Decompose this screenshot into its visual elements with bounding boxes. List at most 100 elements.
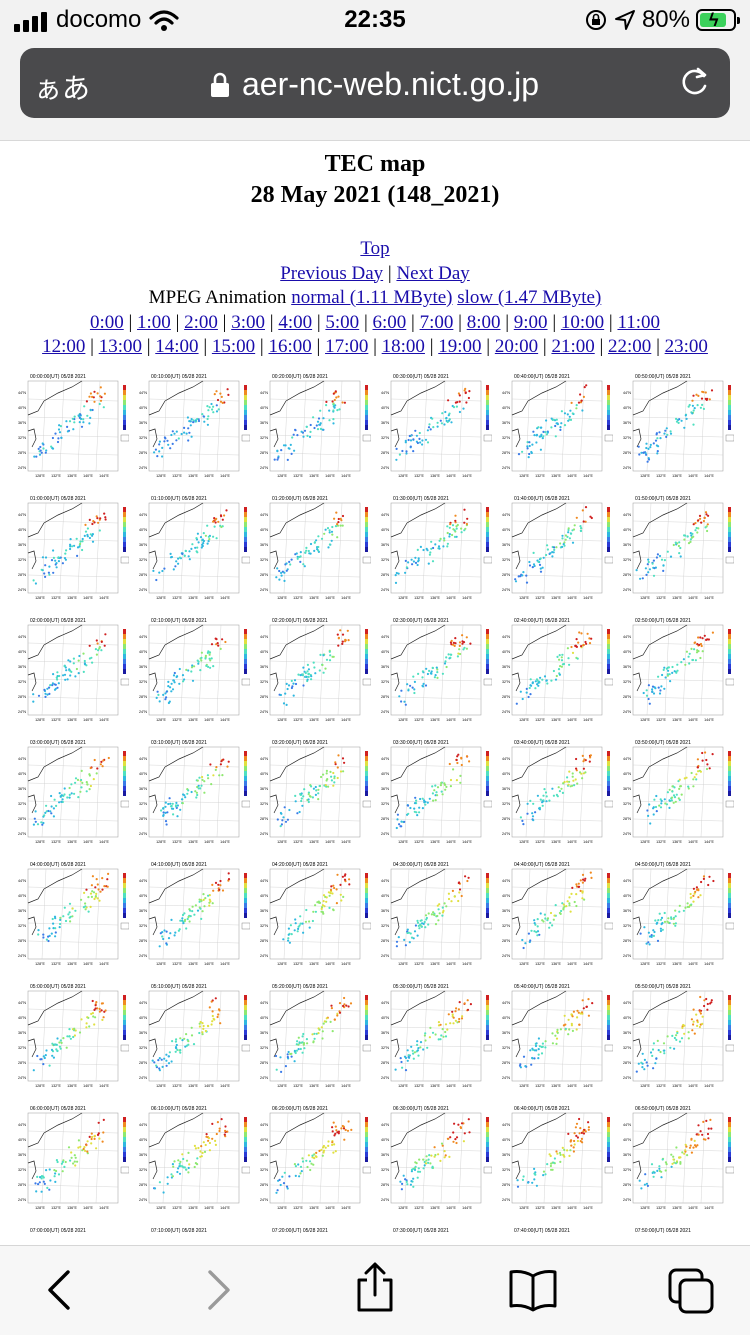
- tec-map-thumbnail[interactable]: 01:10:00(UT) 05/28 2021 44°N 40°N 36°N 32°N 2…: [131, 495, 252, 617]
- top-link[interactable]: Top: [360, 238, 390, 259]
- hour-link[interactable]: 19:00: [438, 336, 482, 357]
- svg-text:144°E: 144°E: [99, 718, 109, 722]
- tec-map-thumbnail[interactable]: 05:10:00(UT) 05/28 2021 44°N 40°N 36°N 32°N 2…: [131, 983, 252, 1105]
- tec-map-thumbnail[interactable]: 03:30:00(UT) 05/28 2021 44°N 40°N 36°N 32°N 2…: [373, 739, 494, 861]
- map-timestamp: 03:40:00(UT) 05/28 2021: [514, 740, 570, 746]
- tec-map-thumbnail[interactable]: 05:40:00(UT) 05/28 2021 44°N 40°N 36°N 32°N 2…: [494, 983, 615, 1105]
- hour-link[interactable]: 13:00: [98, 336, 142, 357]
- hour-link[interactable]: 15:00: [211, 336, 256, 357]
- hour-link[interactable]: 4:00: [278, 311, 313, 333]
- tec-map-thumbnail[interactable]: 03:00:00(UT) 05/28 2021 44°N 40°N 36°N 32°N 2…: [10, 739, 131, 861]
- tec-map-thumbnail[interactable]: 03:20:00(UT) 05/28 2021 44°N 40°N 36°N 32°N 2…: [252, 739, 373, 861]
- map-timestamp: 05:10:00(UT) 05/28 2021: [151, 984, 207, 990]
- tec-map-thumbnail[interactable]: 06:00:00(UT) 05/28 2021 44°N 40°N 36°N 32°N 2…: [10, 1105, 131, 1227]
- separator: |: [265, 311, 279, 333]
- url-text[interactable]: aer-nc-web.nict.go.jp: [242, 66, 540, 102]
- tec-map-thumbnail[interactable]: 02:10:00(UT) 05/28 2021 44°N 40°N 36°N 32°N 2…: [131, 617, 252, 739]
- tec-map-thumbnail[interactable]: 06:20:00(UT) 05/28 2021 44°N 40°N 36°N 32°N 2…: [252, 1105, 373, 1227]
- svg-text:128°E: 128°E: [277, 962, 287, 966]
- tec-map-thumbnail[interactable]: 06:10:00(UT) 05/28 2021 44°N 40°N 36°N 32°N 2…: [131, 1105, 252, 1227]
- hour-link[interactable]: 9:00: [513, 311, 548, 333]
- hour-link[interactable]: 1:00: [137, 311, 171, 333]
- tec-map-thumbnail[interactable]: 04:10:00(UT) 05/28 2021 44°N 40°N 36°N 32°N 2…: [131, 861, 252, 983]
- tec-map-thumbnail[interactable]: 05:20:00(UT) 05/28 2021 44°N 40°N 36°N 32°N 2…: [252, 983, 373, 1105]
- tec-map-thumbnail[interactable]: 00:00:00(UT) 05/28 2021 44°N 40°N 36°N 32°N 2…: [10, 373, 131, 495]
- address-bar[interactable]: ぁあ aer-nc-web.nict.go.jp: [20, 48, 730, 118]
- tec-map-thumbnail[interactable]: 02:50:00(UT) 05/28 2021 44°N 40°N 36°N 32°N 2…: [615, 617, 736, 739]
- tabs-icon[interactable]: [666, 1266, 716, 1316]
- tec-map-thumbnail[interactable]: 04:20:00(UT) 05/28 2021 44°N 40°N 36°N 32°N 2…: [252, 861, 373, 983]
- svg-text:136°E: 136°E: [67, 1206, 77, 1210]
- tec-map-thumbnail[interactable]: 02:20:00(UT) 05/28 2021 44°N 40°N 36°N 32°N 2…: [252, 617, 373, 739]
- tec-map-thumbnail[interactable]: 04:50:00(UT) 05/28 2021 44°N 40°N 36°N 32°N 2…: [615, 861, 736, 983]
- tec-map-thumbnail[interactable]: 00:10:00(UT) 05/28 2021 44°N 40°N 36°N 32°N 2…: [131, 373, 252, 495]
- hour-link[interactable]: 8:00: [466, 311, 501, 333]
- tec-map-thumbnail[interactable]: 04:30:00(UT) 05/28 2021 44°N 40°N 36°N 32°N 2…: [373, 861, 494, 983]
- tec-map-thumbnail[interactable]: 05:50:00(UT) 05/28 2021 44°N 40°N 36°N 32°N 2…: [615, 983, 736, 1105]
- tec-map-thumbnail[interactable]: 00:30:00(UT) 05/28 2021 44°N 40°N 36°N 32°N 2…: [373, 373, 494, 495]
- tec-map-thumbnail[interactable]: 07:00:00(UT) 05/28 2021: [10, 1227, 131, 1245]
- tec-map-thumbnail[interactable]: 06:50:00(UT) 05/28 2021 44°N 40°N 36°N 32°N 2…: [615, 1105, 736, 1227]
- map-timestamp: 03:00:00(UT) 05/28 2021: [30, 740, 86, 746]
- mpeg-slow-link[interactable]: slow (1.47 MByte): [457, 287, 602, 308]
- text-size-button[interactable]: ぁあ: [34, 73, 91, 104]
- tec-map-thumbnail[interactable]: 00:40:00(UT) 05/28 2021 44°N 40°N 36°N 32°N 2…: [494, 373, 615, 495]
- tec-map-thumbnail[interactable]: 00:50:00(UT) 05/28 2021 44°N 40°N 36°N 32°N 2…: [615, 373, 736, 495]
- forward-icon[interactable]: [198, 1266, 238, 1314]
- svg-text:144°E: 144°E: [220, 1206, 230, 1210]
- tec-map-thumbnail[interactable]: 02:00:00(UT) 05/28 2021 44°N 40°N 36°N 32°N 2…: [10, 617, 131, 739]
- tec-map-thumbnail[interactable]: 01:30:00(UT) 05/28 2021 44°N 40°N 36°N 32°N 2…: [373, 495, 494, 617]
- hour-link[interactable]: 14:00: [155, 336, 199, 357]
- back-icon[interactable]: [40, 1266, 80, 1314]
- tec-map-thumbnail[interactable]: 01:00:00(UT) 05/28 2021 44°N 40°N 36°N 32°N 2…: [10, 495, 131, 617]
- tec-map-thumbnail[interactable]: 03:40:00(UT) 05/28 2021 44°N 40°N 36°N 32°N 2…: [494, 739, 615, 861]
- hour-link[interactable]: 3:00: [231, 311, 265, 333]
- tec-map-thumbnail[interactable]: 01:50:00(UT) 05/28 2021 44°N 40°N 36°N 32°N 2…: [615, 495, 736, 617]
- hour-link[interactable]: 22:00: [608, 336, 652, 357]
- tec-map-thumbnail[interactable]: 07:10:00(UT) 05/28 2021: [131, 1227, 252, 1245]
- mpeg-normal-link[interactable]: normal (1.11 MByte): [291, 287, 453, 308]
- tec-map-thumbnail[interactable]: 04:00:00(UT) 05/28 2021 44°N 40°N 36°N 32°N 2…: [10, 861, 131, 983]
- svg-text:28°N: 28°N: [18, 939, 26, 943]
- tec-map-thumbnail[interactable]: 05:00:00(UT) 05/28 2021 44°N 40°N 36°N 32°N 2…: [10, 983, 131, 1105]
- share-icon[interactable]: [353, 1262, 397, 1314]
- tec-map-thumbnail[interactable]: 03:10:00(UT) 05/28 2021 44°N 40°N 36°N 32°N 2…: [131, 739, 252, 861]
- tec-map-thumbnail[interactable]: 07:50:00(UT) 05/28 2021: [615, 1227, 736, 1245]
- previous-day-link[interactable]: Previous Day: [280, 262, 384, 284]
- tec-map-thumbnail[interactable]: 00:20:00(UT) 05/28 2021 44°N 40°N 36°N 32°N 2…: [252, 373, 373, 495]
- tec-map-thumbnail[interactable]: 07:40:00(UT) 05/28 2021: [494, 1227, 615, 1245]
- tec-map-thumbnail[interactable]: 03:50:00(UT) 05/28 2021 44°N 40°N 36°N 32°N 2…: [615, 739, 736, 861]
- svg-text:132°E: 132°E: [656, 840, 666, 844]
- tec-map-thumbnail[interactable]: 04:40:00(UT) 05/28 2021 44°N 40°N 36°N 32°N 2…: [494, 861, 615, 983]
- hour-link[interactable]: 20:00: [494, 336, 539, 357]
- tec-map-thumbnail[interactable]: 07:30:00(UT) 05/28 2021: [373, 1227, 494, 1245]
- next-day-link[interactable]: Next Day: [396, 262, 470, 284]
- tec-map-thumbnail[interactable]: 01:40:00(UT) 05/28 2021 44°N 40°N 36°N 32°N 2…: [494, 495, 615, 617]
- tec-map-thumbnail[interactable]: 06:40:00(UT) 05/28 2021 44°N 40°N 36°N 32°N 2…: [494, 1105, 615, 1227]
- hour-link[interactable]: 17:00: [325, 336, 369, 357]
- svg-text:128°E: 128°E: [35, 1084, 45, 1088]
- hour-link[interactable]: 18:00: [381, 336, 425, 357]
- hour-link[interactable]: 21:00: [551, 336, 595, 357]
- svg-text:144°E: 144°E: [462, 840, 472, 844]
- tec-map-thumbnail[interactable]: 02:40:00(UT) 05/28 2021 44°N 40°N 36°N 32°N 2…: [494, 617, 615, 739]
- tec-map-thumbnail[interactable]: 07:20:00(UT) 05/28 2021: [252, 1227, 373, 1245]
- hour-link[interactable]: 6:00: [372, 311, 407, 333]
- hour-link[interactable]: 7:00: [419, 311, 454, 333]
- tec-map-thumbnail[interactable]: 06:30:00(UT) 05/28 2021 44°N 40°N 36°N 32°N 2…: [373, 1105, 494, 1227]
- reload-icon[interactable]: [676, 64, 712, 100]
- svg-text:28°N: 28°N: [502, 1183, 510, 1187]
- hour-link[interactable]: 11:00: [617, 311, 661, 333]
- tec-map-thumbnail[interactable]: 01:20:00(UT) 05/28 2021 44°N 40°N 36°N 32°N 2…: [252, 495, 373, 617]
- hour-link[interactable]: 5:00: [325, 311, 360, 333]
- tec-map-thumbnail[interactable]: 05:30:00(UT) 05/28 2021 44°N 40°N 36°N 32°N 2…: [373, 983, 494, 1105]
- tec-map-image: 44°N 40°N 36°N 32°N 28°N 24°N 128°E 132°E 136°E 1…: [18, 624, 129, 722]
- hour-link[interactable]: 16:00: [268, 336, 312, 357]
- tec-map-thumbnail[interactable]: 02:30:00(UT) 05/28 2021 44°N 40°N 36°N 32°N 2…: [373, 617, 494, 739]
- hour-link[interactable]: 10:00: [560, 311, 605, 333]
- hour-link[interactable]: 12:00: [42, 336, 86, 357]
- hour-link[interactable]: 2:00: [184, 311, 218, 333]
- hour-link[interactable]: 23:00: [664, 336, 708, 357]
- bookmarks-icon[interactable]: [507, 1266, 559, 1314]
- hour-link[interactable]: 0:00: [89, 311, 124, 333]
